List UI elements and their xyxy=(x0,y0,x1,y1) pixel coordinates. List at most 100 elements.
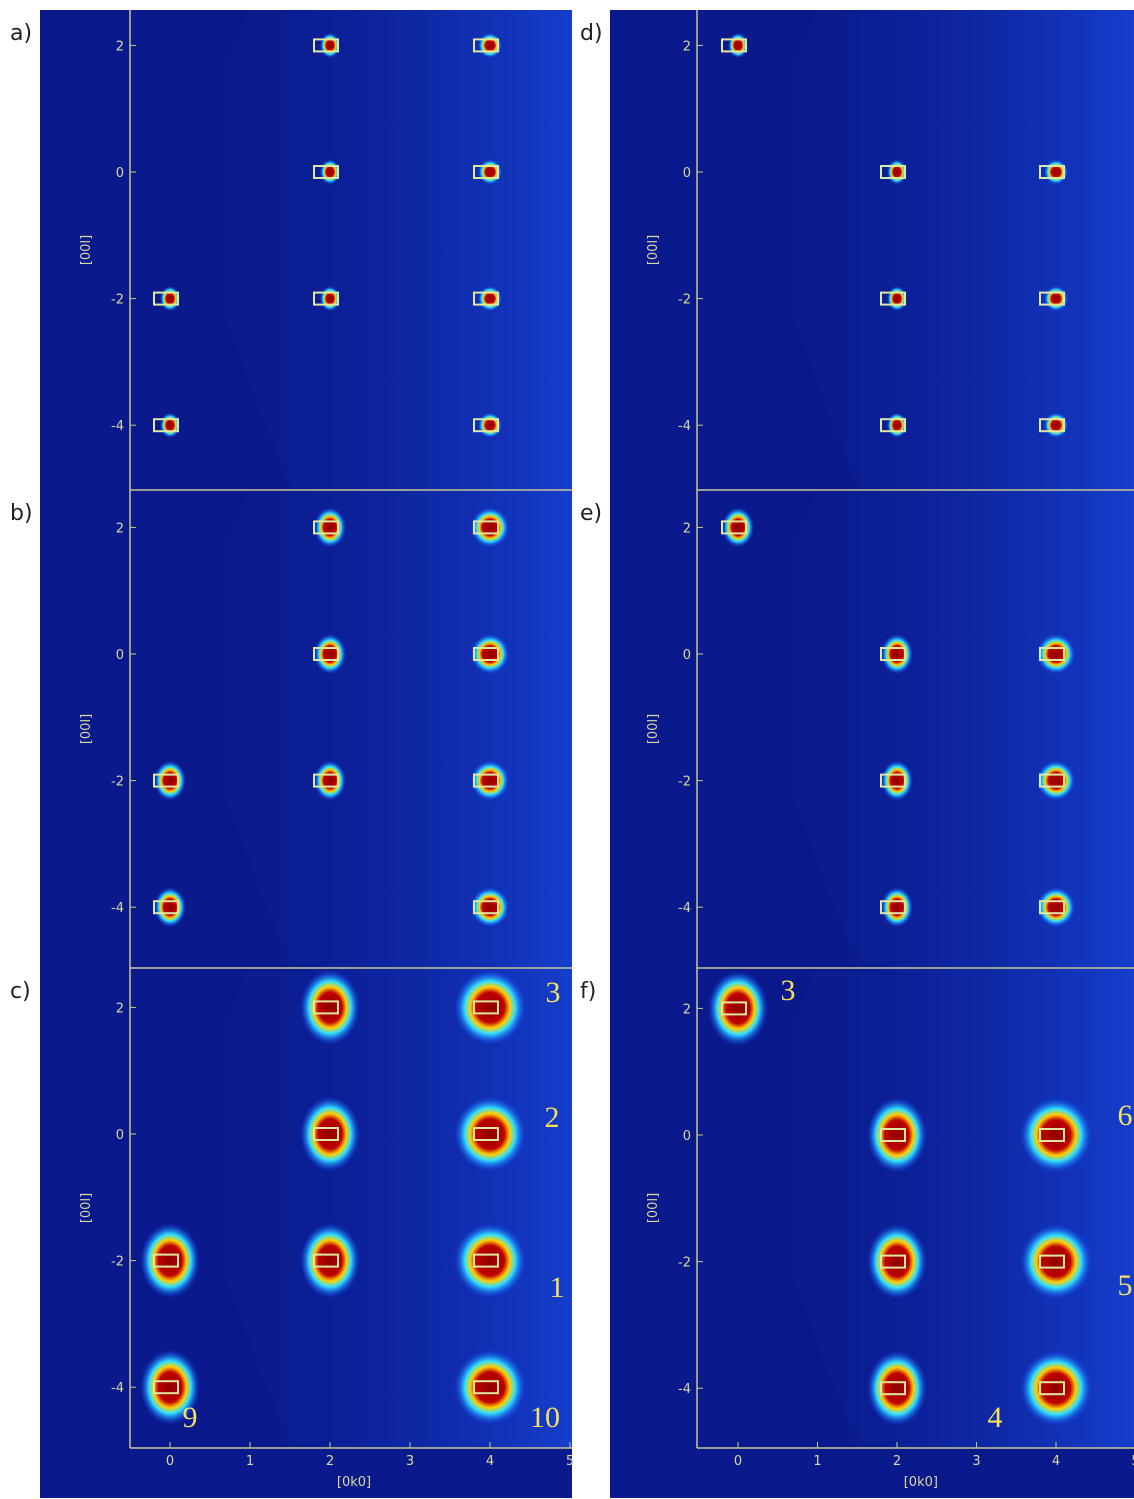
y-axis-label: [00l] xyxy=(646,235,661,265)
y-tick-label: -2 xyxy=(678,1256,691,1271)
roi-outline xyxy=(473,773,499,788)
roi-outline xyxy=(473,291,499,306)
panel: 2 0 -2 -4 [00l] 0 1 2 3 4 5 [0k0] 3 2 1 9 10 xyxy=(40,967,574,1498)
roi-outline xyxy=(473,1000,499,1015)
x-tick-label: 1 xyxy=(246,1454,254,1469)
plot-area xyxy=(40,968,572,1498)
x-tick-label: 0 xyxy=(166,1454,174,1469)
roi-outline xyxy=(153,1380,179,1395)
bragg-spot xyxy=(314,760,346,801)
y-tick-label: -4 xyxy=(111,901,124,916)
roi-outline xyxy=(313,647,339,661)
x-tick-label: 5 xyxy=(566,1454,574,1469)
roi-outline xyxy=(880,647,906,661)
x-tick-label: 3 xyxy=(972,1454,980,1469)
panel: 2 0 -2 -4 [00l] xyxy=(40,10,572,490)
x-tick-label: 4 xyxy=(486,1454,494,1469)
spot-number: 5 xyxy=(1118,1269,1133,1302)
roi-outline xyxy=(153,1253,179,1268)
roi-outline xyxy=(880,165,906,179)
y-tick-label: -2 xyxy=(678,293,691,308)
spot-number: 3 xyxy=(781,974,796,1007)
bragg-spot xyxy=(154,887,186,928)
roi-outline xyxy=(1039,647,1065,661)
x-tick-label: 2 xyxy=(326,1454,334,1469)
bragg-spot xyxy=(1036,887,1076,928)
y-axis-label: [00l] xyxy=(79,235,94,265)
bragg-spot xyxy=(454,1349,526,1425)
bragg-spot xyxy=(454,969,526,1045)
spot-number: 2 xyxy=(545,1101,560,1134)
panel: 2 0 -2 -4 [00l] xyxy=(40,489,572,968)
roi-outline xyxy=(473,38,499,53)
y-tick-label: 2 xyxy=(116,39,124,54)
roi-outline xyxy=(1039,1381,1065,1396)
plot-area xyxy=(40,490,572,968)
roi-outline xyxy=(473,1127,499,1141)
panel-label: e) xyxy=(580,501,602,526)
y-tick-label: 2 xyxy=(683,1002,691,1017)
bragg-spot xyxy=(1036,634,1076,674)
roi-outline xyxy=(473,418,499,433)
x-axis-label: [0k0] xyxy=(904,1475,938,1490)
roi-outline xyxy=(313,38,339,53)
bragg-spot xyxy=(314,507,346,548)
panel: 2 0 -2 -4 [00l] xyxy=(610,10,1134,490)
y-tick-label: -2 xyxy=(111,1255,124,1270)
roi-outline xyxy=(473,647,499,661)
panel-label: d) xyxy=(580,21,603,46)
panel-label: c) xyxy=(10,979,31,1004)
spot-number: 4 xyxy=(988,1401,1003,1434)
bragg-spot xyxy=(1036,760,1076,801)
roi-outline xyxy=(721,38,747,53)
plot-area xyxy=(40,10,572,490)
y-tick-label: -4 xyxy=(678,1382,691,1397)
y-tick-label: 0 xyxy=(683,648,691,663)
roi-outline xyxy=(153,291,179,306)
bragg-spot xyxy=(867,1350,927,1426)
bragg-spot xyxy=(881,634,913,674)
roi-outline xyxy=(153,900,179,915)
panel-label: f) xyxy=(580,979,596,1004)
y-axis-label: [00l] xyxy=(646,714,661,744)
plot-area xyxy=(610,490,1134,968)
roi-outline xyxy=(473,520,499,535)
bragg-spot xyxy=(867,1224,927,1300)
scatter-wedge xyxy=(738,10,1134,490)
x-tick-label: 5 xyxy=(1131,1454,1134,1469)
spot-number: 9 xyxy=(183,1401,198,1434)
y-axis-label: [00l] xyxy=(79,1193,94,1223)
bragg-spot xyxy=(300,1223,360,1299)
bragg-spot xyxy=(140,1223,200,1299)
y-tick-label: 2 xyxy=(683,521,691,536)
y-axis-label: [00l] xyxy=(79,714,94,744)
bragg-spot xyxy=(708,970,768,1046)
roi-outline xyxy=(721,520,747,535)
bragg-spot xyxy=(470,760,510,801)
y-tick-label: -4 xyxy=(111,419,124,434)
roi-outline xyxy=(473,900,499,915)
bragg-spot xyxy=(881,760,913,801)
roi-outline xyxy=(313,1127,339,1141)
roi-outline xyxy=(313,1253,339,1268)
bragg-spot xyxy=(1020,1224,1092,1300)
y-tick-label: 2 xyxy=(683,39,691,54)
y-axis-label: [00l] xyxy=(646,1193,661,1223)
bragg-spot xyxy=(867,1097,927,1173)
y-tick-label: -2 xyxy=(678,775,691,790)
x-tick-label: 1 xyxy=(813,1454,821,1469)
roi-outline xyxy=(1039,1254,1065,1269)
roi-outline xyxy=(473,165,499,179)
bragg-spot xyxy=(470,507,510,548)
roi-outline xyxy=(153,418,179,433)
roi-outline xyxy=(313,520,339,535)
panel-label: b) xyxy=(10,501,33,526)
y-tick-label: 2 xyxy=(116,1001,124,1016)
bragg-spot xyxy=(300,969,360,1045)
roi-outline xyxy=(880,900,906,915)
roi-outline xyxy=(1039,291,1065,306)
x-tick-label: 3 xyxy=(406,1454,414,1469)
roi-outline xyxy=(1039,418,1065,433)
x-tick-label: 2 xyxy=(893,1454,901,1469)
scatter-wedge xyxy=(170,10,572,490)
